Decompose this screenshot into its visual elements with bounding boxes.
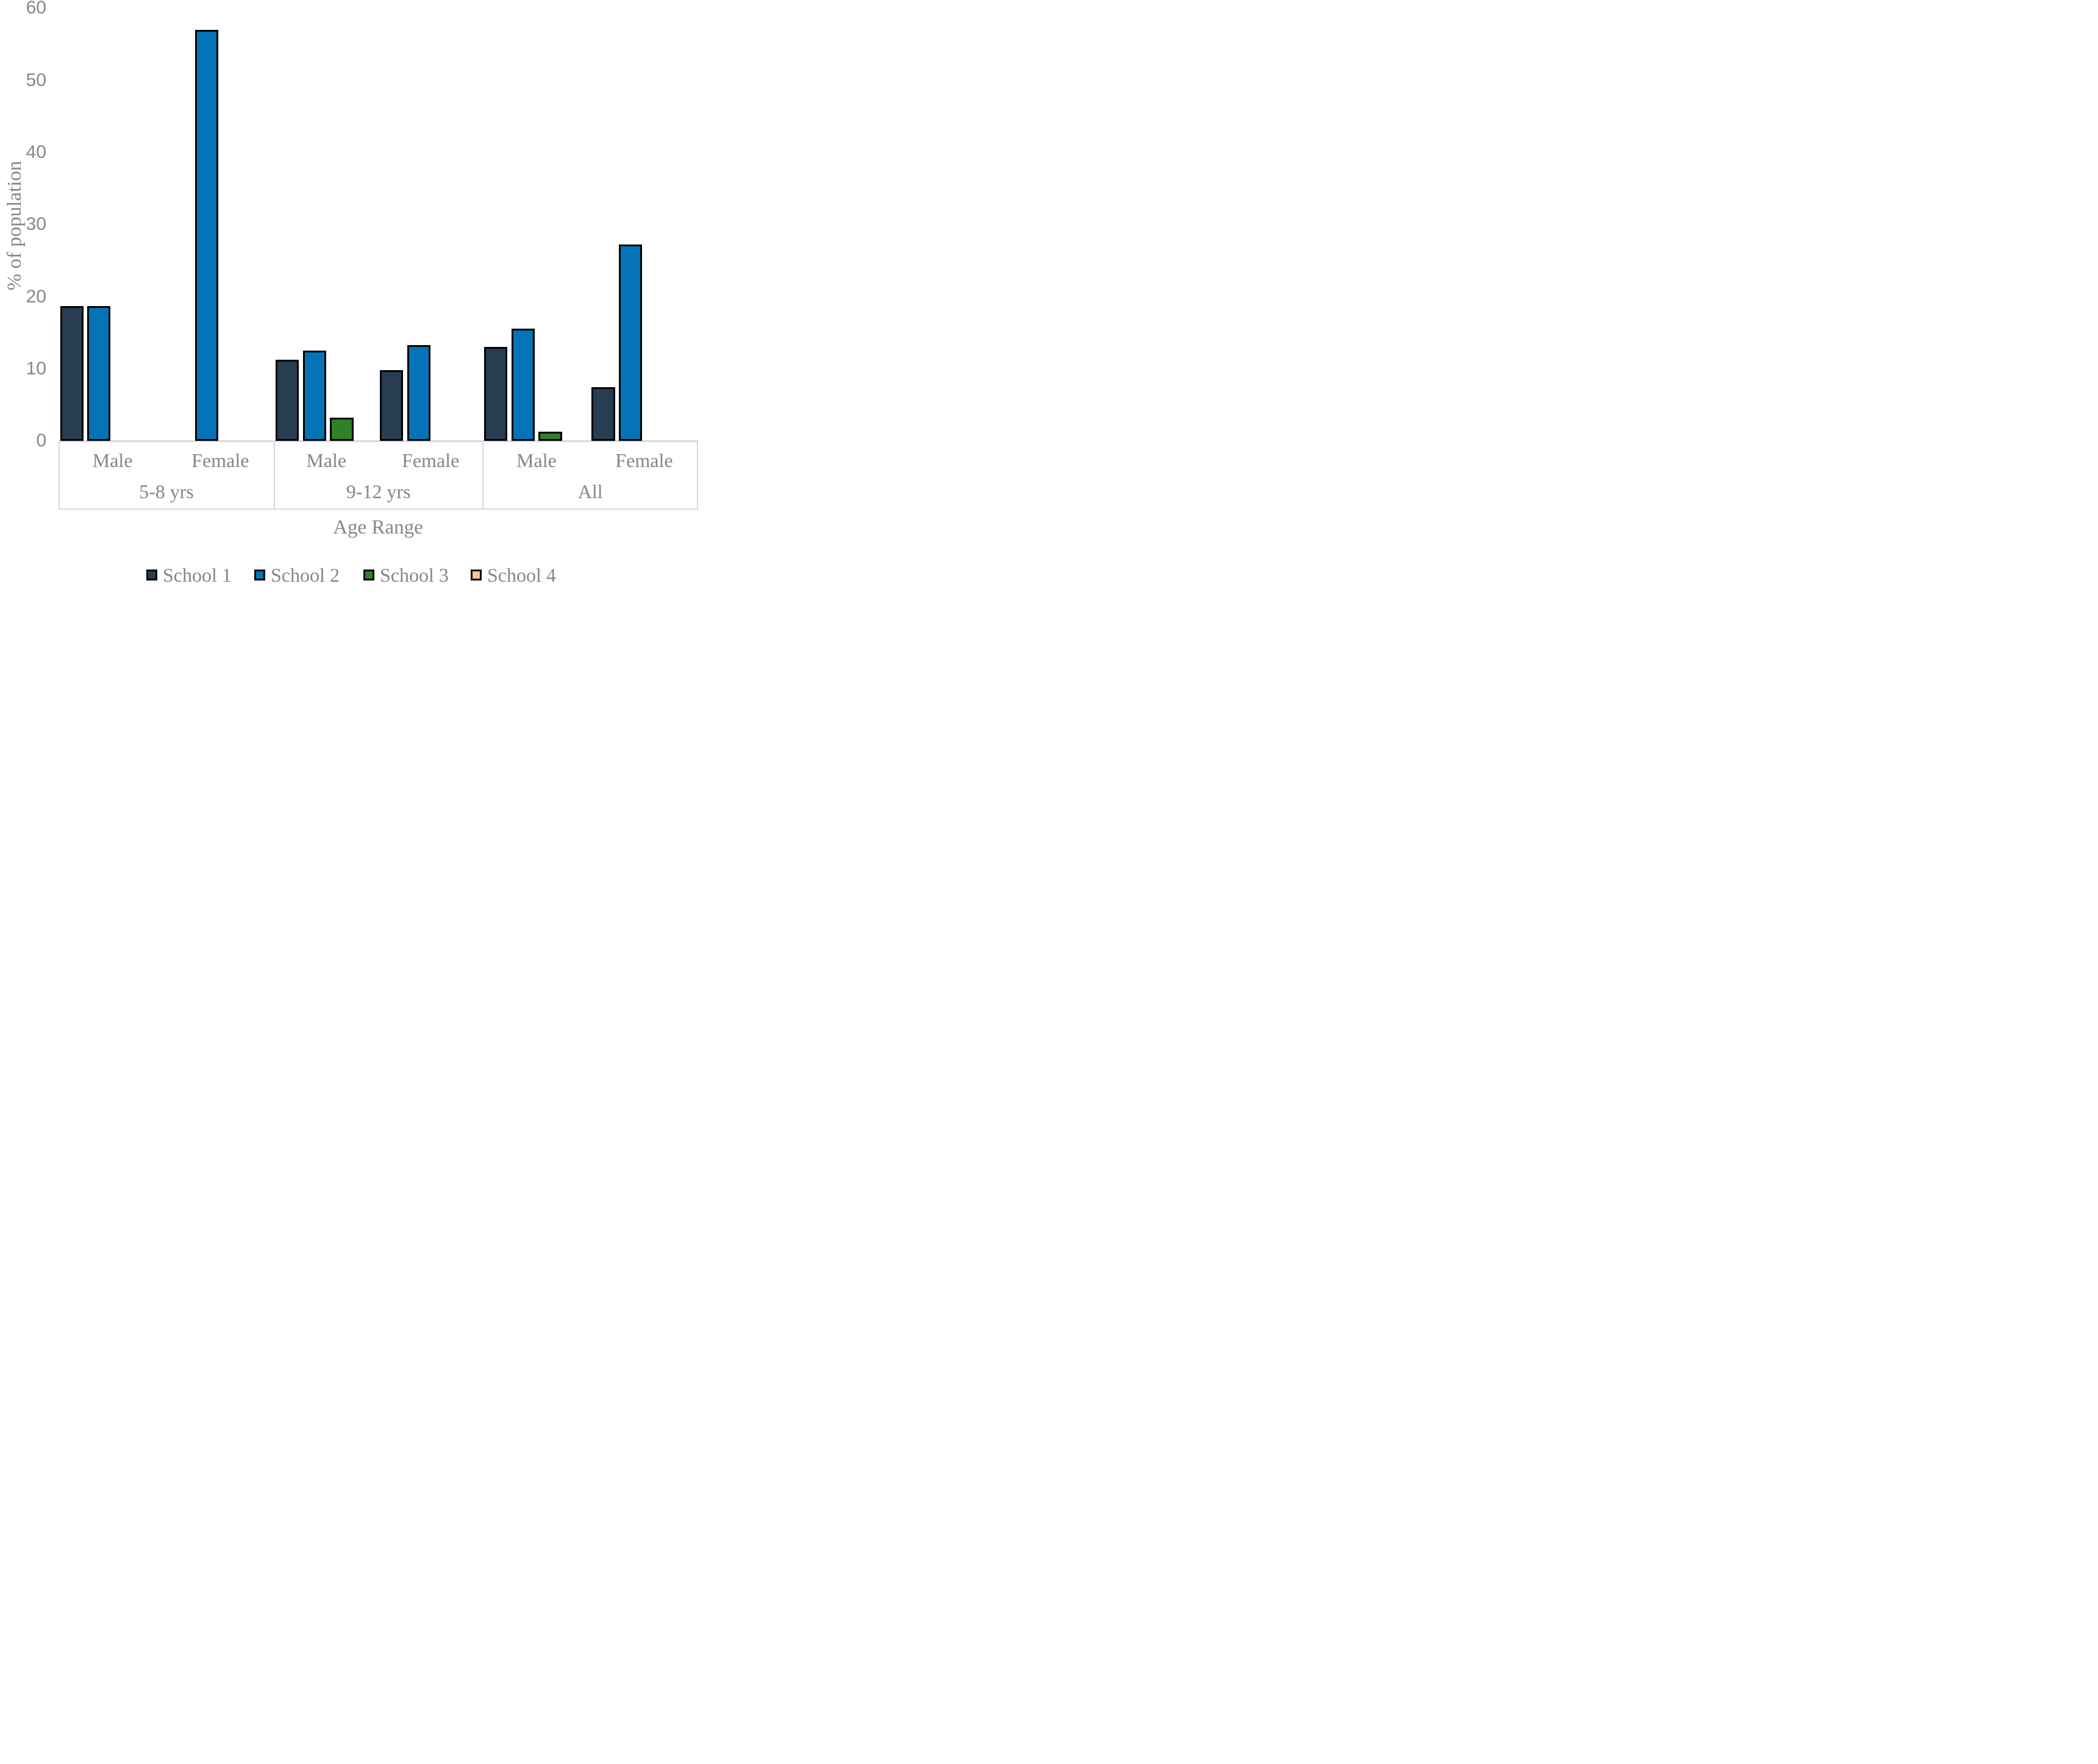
group-label-All: All: [577, 480, 603, 502]
y-tick-label-10: 10: [26, 358, 46, 379]
category-divider-2: [482, 441, 483, 510]
legend-label-school-1: School 1: [163, 564, 232, 586]
x-axis-title: Age Range: [333, 516, 423, 538]
grouped-bar-chart: % of population Age Range School 1 Schoo…: [0, 0, 699, 588]
bar-school-3-9-12-yrs-male: [330, 418, 354, 441]
category-axis-box: [59, 441, 698, 510]
bar-school-2-5-8-yrs-male: [87, 306, 111, 441]
bar-school-3-All-male: [538, 431, 562, 441]
bar-school-1-9-12-yrs-female: [379, 370, 404, 441]
legend-item-school-2: School 2: [254, 563, 340, 587]
y-tick-label-20: 20: [26, 286, 46, 307]
subcategory-label-5-8-yrs-male: Male: [92, 449, 133, 471]
group-label-5-8-yrs: 5-8 yrs: [139, 480, 194, 502]
legend-swatch-school-3: [363, 570, 374, 580]
legend-swatch-school-1: [146, 570, 157, 580]
y-tick-label-30: 30: [26, 214, 46, 235]
subcategory-label-9-12-yrs-female: Female: [402, 449, 460, 471]
y-tick-label-50: 50: [26, 70, 46, 90]
legend-swatch-school-2: [254, 570, 265, 580]
subcategory-label-All-male: Male: [516, 449, 557, 471]
category-divider-1: [274, 441, 275, 510]
bar-school-2-5-8-yrs-female: [194, 29, 219, 441]
legend-label-school-3: School 3: [380, 564, 449, 586]
group-label-9-12-yrs: 9-12 yrs: [346, 480, 411, 502]
legend-item-school-4: School 4: [471, 563, 556, 587]
legend-swatch-school-4: [471, 570, 482, 580]
x-axis-line: [59, 440, 698, 442]
bar-school-2-9-12-yrs-female: [407, 345, 430, 441]
y-tick-label-60: 60: [26, 0, 46, 18]
subcategory-label-All-female: Female: [615, 449, 673, 471]
legend-item-school-1: School 1: [146, 563, 232, 587]
bar-school-2-All-female: [619, 245, 643, 441]
subcategory-label-5-8-yrs-female: Female: [191, 449, 249, 471]
bar-school-1-All-female: [591, 387, 615, 441]
bar-school-1-9-12-yrs-male: [275, 359, 299, 441]
legend-label-school-4: School 4: [487, 564, 556, 586]
bar-school-2-9-12-yrs-male: [302, 351, 326, 441]
bar-school-1-5-8-yrs-male: [60, 306, 84, 441]
legend-item-school-3: School 3: [363, 563, 449, 587]
subcategory-label-9-12-yrs-male: Male: [306, 449, 347, 471]
bar-school-1-All-male: [483, 347, 508, 441]
bar-school-2-All-male: [511, 328, 535, 441]
y-tick-label-40: 40: [26, 141, 46, 162]
y-tick-label-0: 0: [36, 430, 46, 451]
legend-label-school-2: School 2: [271, 564, 340, 586]
